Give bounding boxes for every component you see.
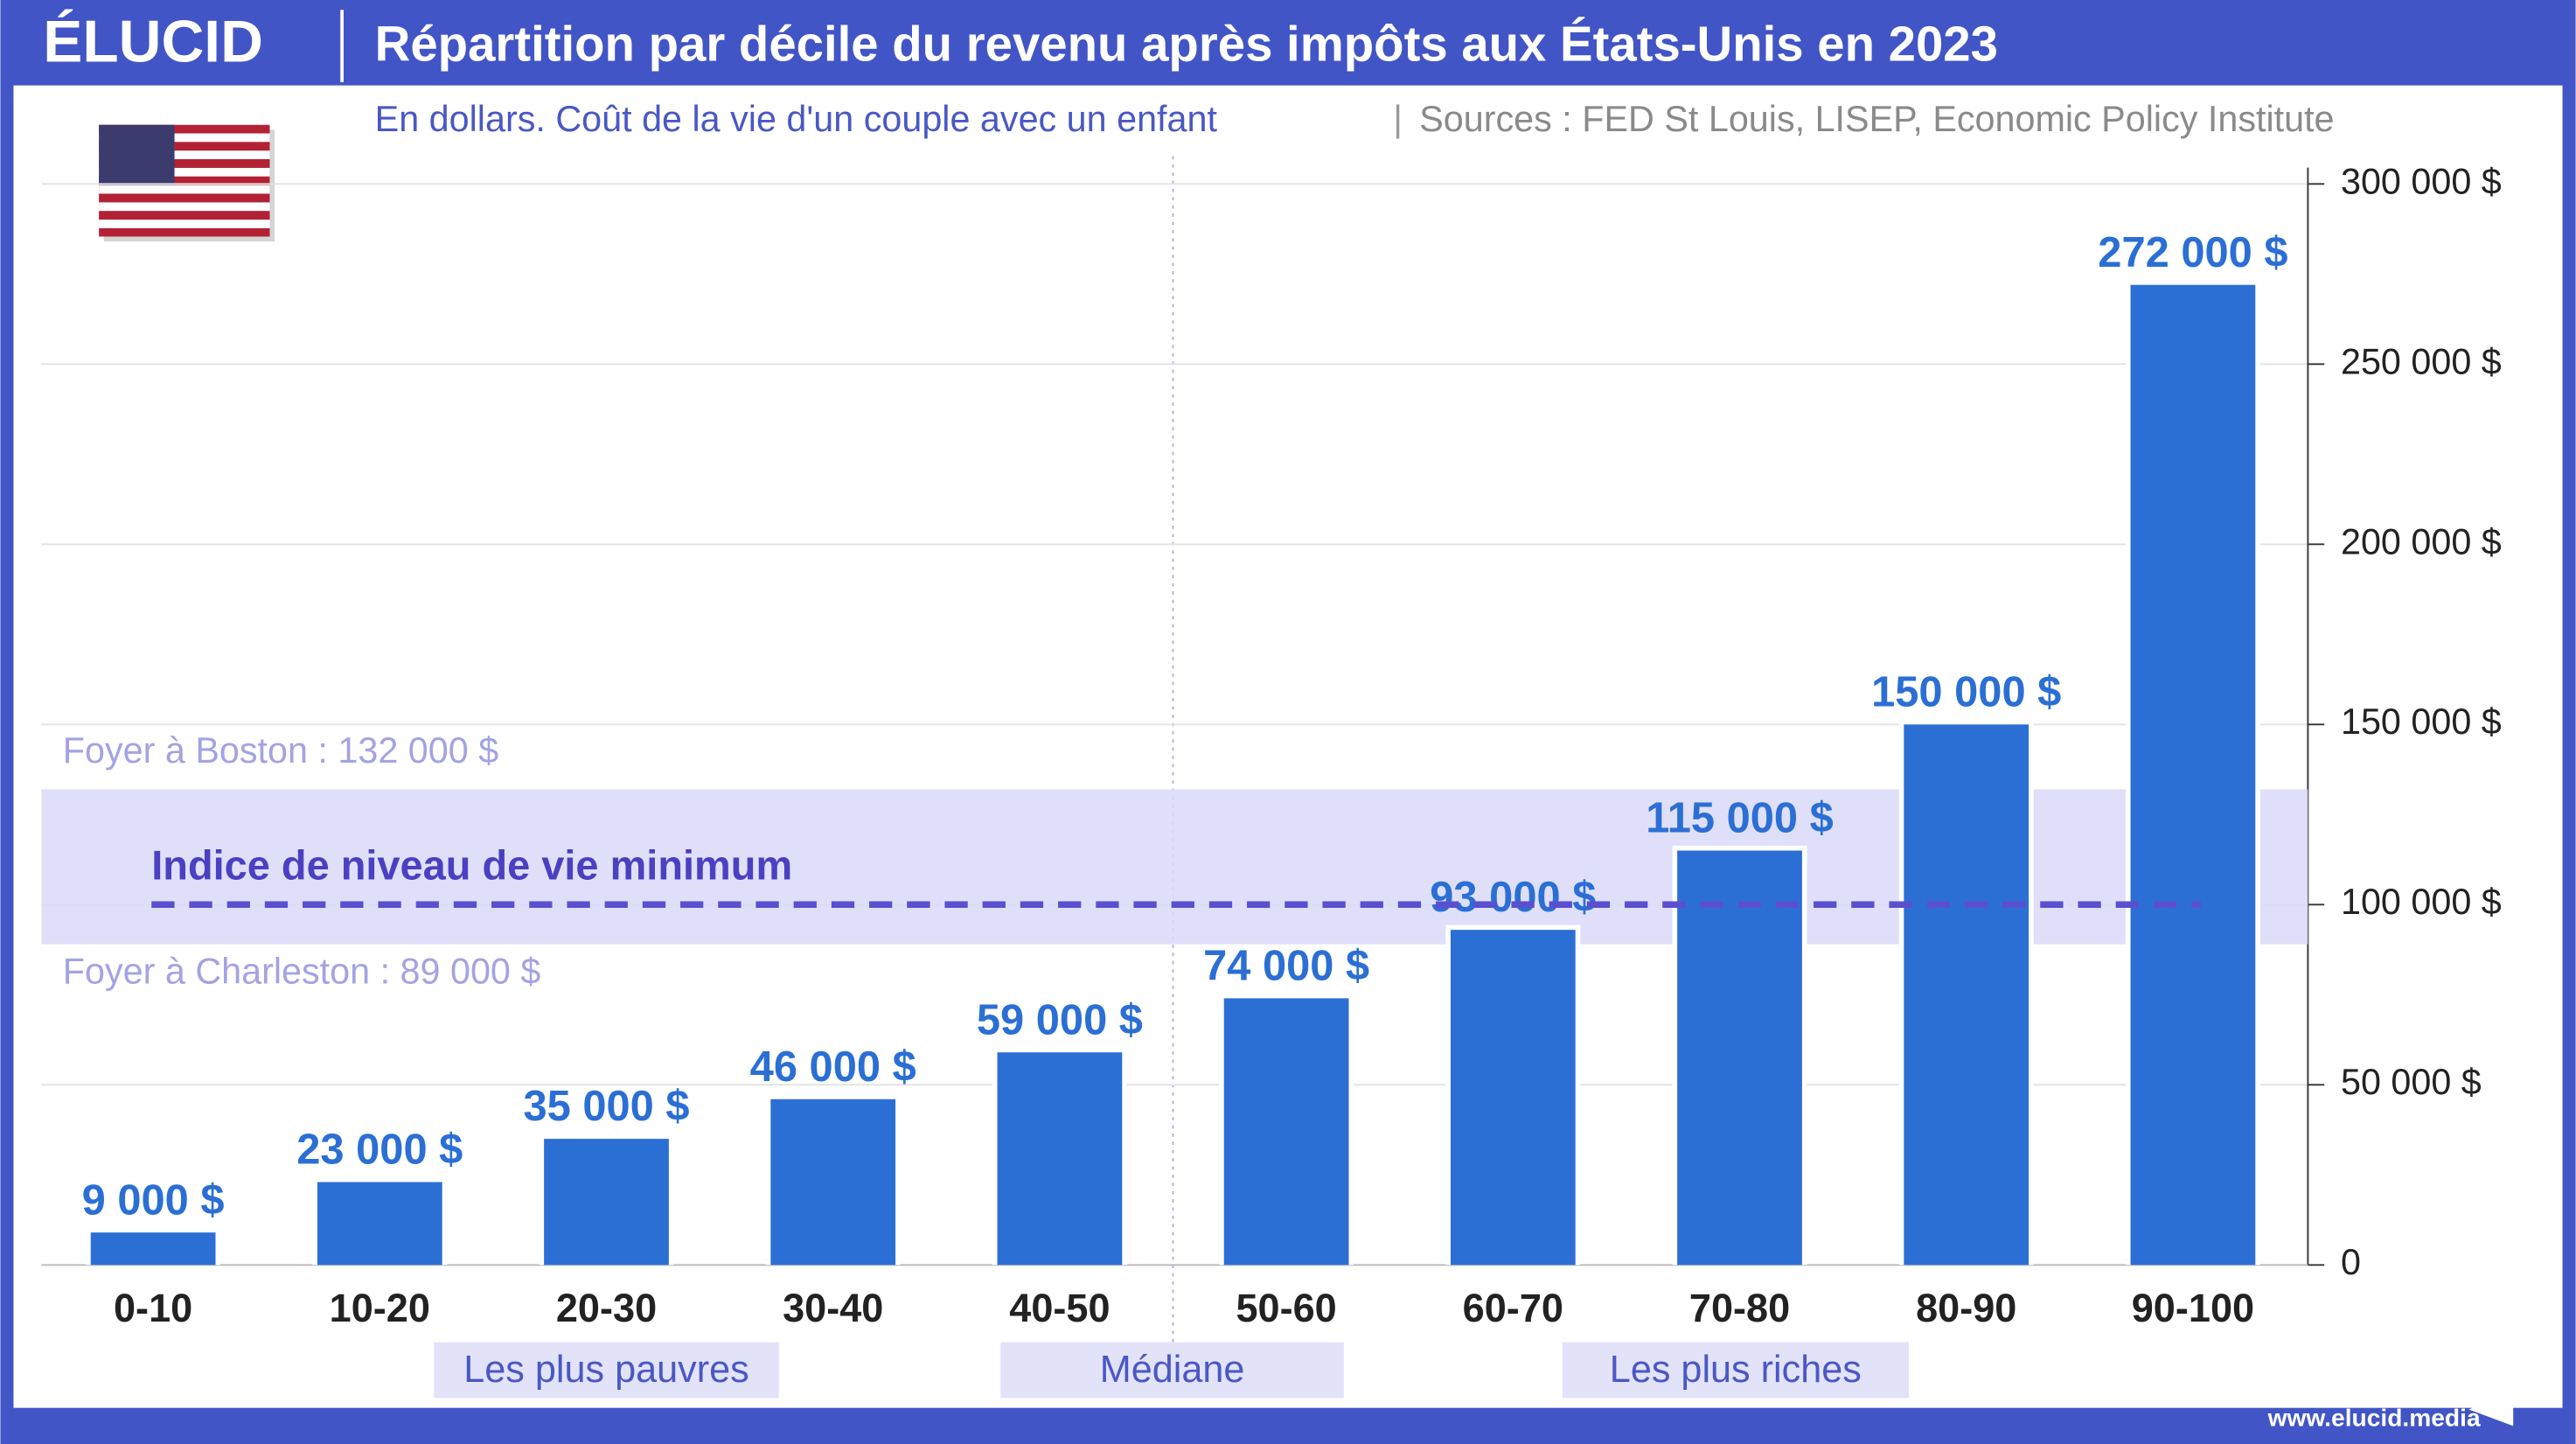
x-tick-label: 60-70 [1463, 1286, 1563, 1330]
bar [1223, 998, 1349, 1266]
bar [997, 1052, 1123, 1266]
y-tick-label: 250 000 $ [2341, 341, 2502, 381]
footer: www.elucid.media [2267, 1403, 2481, 1431]
x-tick-label: 10-20 [330, 1286, 430, 1330]
value-label: 23 000 $ [296, 1127, 463, 1174]
plot: 0 50 000 $ 100 000 $ 150 000 $ 200 000 $ 250 … [41, 161, 2502, 1399]
flag [99, 124, 275, 242]
x-tick-label: 90-100 [2132, 1286, 2254, 1330]
x-tick-label: 40-50 [1009, 1286, 1110, 1330]
x-tick-label: 20-30 [556, 1286, 657, 1330]
divider: | [1393, 99, 1403, 139]
x-tick-label: 30-40 [783, 1286, 883, 1330]
bar [1450, 930, 1576, 1266]
value-label: 272 000 $ [2098, 229, 2287, 276]
source: Sources : FED St Louis, LISEP, Economic … [1419, 99, 2334, 139]
group-box [1562, 1342, 1909, 1399]
y-tick-label: 150 000 $ [2341, 701, 2502, 742]
bar [90, 1232, 216, 1266]
y-tick-label: 200 000 $ [2341, 521, 2502, 562]
band-lower-label: Foyer à Charleston : 89 000 $ [63, 951, 541, 991]
group-label: Les plus riches [1610, 1349, 1862, 1391]
x-tick-label: 70-80 [1689, 1286, 1790, 1330]
y-tick-label: 50 000 $ [2341, 1062, 2482, 1102]
brand: ÉLUCID [43, 8, 263, 74]
subtitle: En dollars. Coût de la vie d'un couple a… [375, 99, 1218, 139]
bar [317, 1182, 442, 1266]
y-tick-label: 0 [2341, 1242, 2361, 1282]
bar [1677, 850, 1802, 1266]
group-label: Les plus pauvres [463, 1349, 749, 1391]
x-tick-label: 80-90 [1916, 1286, 2016, 1330]
value-label: 35 000 $ [523, 1083, 689, 1130]
band-upper-label: Foyer à Boston : 132 000 $ [63, 730, 498, 771]
bar [544, 1139, 669, 1266]
group-label: Médiane [1100, 1349, 1245, 1391]
value-label: 74 000 $ [1203, 943, 1369, 990]
bar [2130, 284, 2256, 1266]
x-tick-label: 0-10 [114, 1286, 192, 1330]
y-tick-label: 100 000 $ [2341, 882, 2502, 922]
value-label: 46 000 $ [750, 1043, 916, 1091]
group-box [1000, 1342, 1344, 1399]
value-label: 9 000 $ [82, 1176, 225, 1224]
x-tick-label: 50-60 [1236, 1286, 1336, 1330]
footer-icon [2468, 1390, 2514, 1427]
bar [770, 1099, 896, 1266]
value-label: 59 000 $ [977, 996, 1143, 1043]
reference-label: Indice de niveau de vie minimum [151, 841, 792, 888]
value-label: 150 000 $ [1871, 668, 2061, 715]
value-label: 93 000 $ [1430, 874, 1596, 921]
chart-title: Répartition par décile du revenu après i… [375, 16, 1998, 71]
y-tick-label: 300 000 $ [2341, 161, 2502, 201]
value-label: 115 000 $ [1646, 795, 1834, 842]
bar [1904, 724, 2029, 1266]
group-box [434, 1342, 779, 1399]
